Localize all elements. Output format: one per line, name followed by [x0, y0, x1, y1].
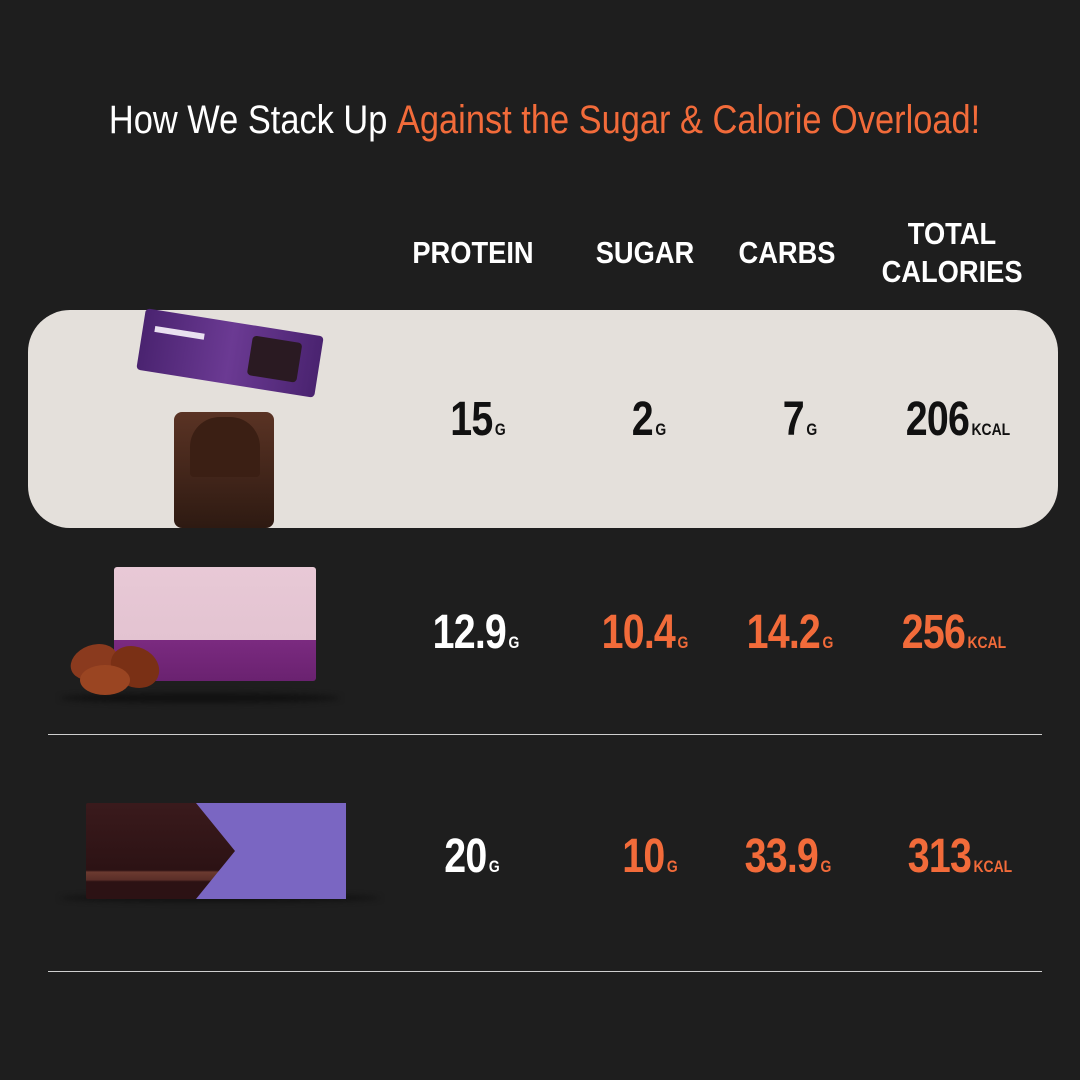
- row2-carbs: 14.2 G: [746, 606, 834, 659]
- row-divider: [48, 734, 1042, 735]
- header-carbs: CARBS: [738, 235, 836, 270]
- row3-calories: 313 KCAL: [907, 830, 1013, 883]
- chocolate-bar-image: [60, 800, 380, 910]
- header-sugar: SUGAR: [595, 235, 695, 270]
- row3-carbs: 33.9 G: [744, 830, 832, 883]
- row3-sugar: 10 G: [622, 830, 678, 883]
- header-total-calories: TOTAL CALORIES: [881, 216, 1023, 289]
- row2-sugar: 10.4 G: [601, 606, 689, 659]
- row-divider: [48, 971, 1042, 972]
- page-title: How We Stack Up Against the Sugar & Calo…: [0, 98, 1080, 143]
- row2-protein: 12.9 G: [432, 606, 520, 659]
- date-bar-image: [40, 565, 340, 705]
- title-part1: How We Stack Up: [109, 98, 388, 142]
- row1-calories: 206 KCAL: [905, 393, 1011, 446]
- title-part2: Against the Sugar & Calorie Overload!: [397, 98, 981, 142]
- header-protein: PROTEIN: [412, 235, 534, 270]
- row2-calories: 256 KCAL: [901, 606, 1007, 659]
- row3-protein: 20 G: [444, 830, 500, 883]
- protein-bar-brownie-image: [130, 308, 330, 528]
- row1-protein: 15 G: [450, 393, 506, 446]
